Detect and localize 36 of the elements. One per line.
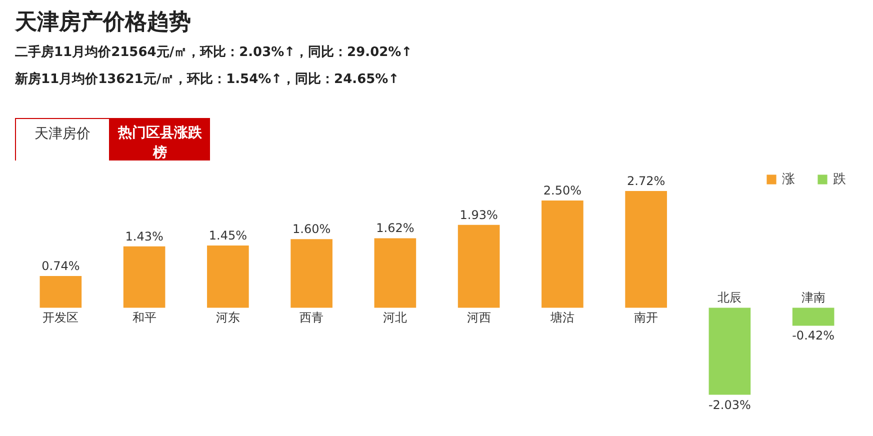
data-label: -0.42% bbox=[792, 328, 835, 343]
chart-title: 天津房产价格趋势 bbox=[15, 8, 192, 37]
data-label: 2.50% bbox=[543, 183, 582, 198]
chart-subtitle: 二手房11月均价21564元/㎡，环比：2.03%↑，同比：29.02%↑ 新房11月均价13621元/㎡，环比：1.54%↑，同比：24.65%↑ bbox=[15, 44, 412, 89]
x-tick-label: 河北 bbox=[383, 310, 408, 325]
x-tick-label: 和平 bbox=[132, 310, 156, 325]
x-tick-label: 津南 bbox=[801, 290, 826, 305]
data-label: -2.03% bbox=[708, 398, 751, 412]
data-label: 0.74% bbox=[42, 258, 80, 273]
data-label: 1.93% bbox=[460, 208, 498, 222]
x-tick-label: 南开 bbox=[634, 310, 658, 325]
data-label: 1.62% bbox=[376, 221, 414, 236]
x-tick-label: 河西 bbox=[466, 310, 491, 325]
data-label: 1.45% bbox=[208, 228, 247, 243]
data-label: 1.60% bbox=[292, 222, 331, 236]
x-tick-label: 塘沽 bbox=[549, 310, 574, 325]
data-label: 1.43% bbox=[125, 229, 164, 244]
bar bbox=[374, 238, 416, 308]
bar bbox=[542, 200, 584, 308]
bar bbox=[40, 276, 82, 308]
bar bbox=[207, 246, 249, 308]
bar bbox=[123, 246, 166, 308]
x-tick-label: 西青 bbox=[300, 310, 324, 325]
bar bbox=[290, 239, 332, 308]
bar bbox=[458, 224, 500, 308]
x-tick-label: 河东 bbox=[216, 310, 240, 325]
data-label: 2.72% bbox=[627, 174, 666, 188]
text: 热门区县涨跌榜 bbox=[110, 118, 210, 168]
x-tick-label: 北辰 bbox=[718, 290, 742, 305]
bar bbox=[625, 191, 667, 308]
legend-label: 跌 bbox=[833, 171, 847, 188]
text: 天津房价 bbox=[15, 118, 110, 168]
bar bbox=[792, 308, 834, 326]
bar bbox=[708, 308, 751, 395]
x-tick-label: 开发区 bbox=[42, 310, 79, 325]
legend-label: 涨 bbox=[782, 171, 796, 188]
